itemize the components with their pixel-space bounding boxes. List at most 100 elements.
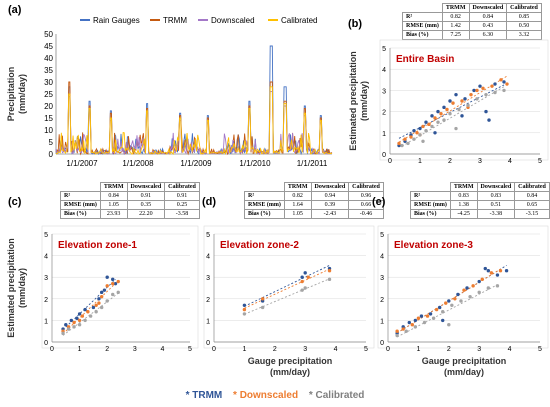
- y-tick-label: 4: [206, 254, 210, 261]
- point-downscaled: [260, 297, 265, 301]
- point-downscaled: [416, 316, 421, 320]
- point-downscaled: [80, 314, 85, 318]
- point-calibrated: [72, 325, 76, 329]
- y-tick-label: 3: [382, 88, 386, 95]
- legend-label: Calibrated: [281, 16, 317, 25]
- x-tick-label: 4: [334, 346, 338, 353]
- point-calibrated: [83, 318, 87, 323]
- point-trmm: [242, 303, 247, 307]
- stats-col-header: Calibrated: [164, 182, 200, 192]
- point-downscaled: [471, 284, 475, 288]
- trendline-calibrated: [244, 278, 330, 315]
- point-downscaled: [445, 107, 449, 112]
- y-axis-label-line: Estimated precipitation: [348, 51, 358, 151]
- point-calibrated: [88, 314, 93, 318]
- point-trmm: [442, 105, 446, 110]
- trendline-calibrated: [62, 292, 119, 336]
- point-calibrated: [105, 299, 109, 303]
- stats-cell: 0.84: [514, 191, 550, 201]
- stats-row: RMSE (mm) 1.64 0.39 0.66: [244, 200, 384, 210]
- point-trmm: [502, 80, 506, 84]
- x-tick-label: 1/1/2007: [66, 159, 98, 168]
- stats-col-header: TRMM: [441, 3, 470, 13]
- y-tick-label: 2: [206, 297, 210, 304]
- point-downscaled: [306, 275, 310, 279]
- point-downscaled: [451, 101, 455, 105]
- point-downscaled: [72, 320, 76, 325]
- point-downscaled: [490, 84, 494, 88]
- x-tick-label: 4: [160, 346, 164, 353]
- point-calibrated: [430, 124, 434, 129]
- stats-cell: 0.35: [126, 200, 166, 210]
- point-downscaled: [410, 323, 415, 327]
- x-tick-label: 0: [386, 346, 390, 353]
- stats-row: R² 0.82 0.84 0.85: [402, 12, 542, 22]
- stats-row-label: R²: [60, 191, 101, 201]
- point-downscaled: [97, 301, 101, 305]
- point-trmm: [418, 126, 422, 131]
- point-trmm: [465, 286, 469, 290]
- point-downscaled: [116, 279, 120, 284]
- point-trmm: [433, 131, 437, 135]
- y-tick-label: 30: [44, 78, 53, 87]
- chart-d-scatter: 00 1 1 2 2 3 3 4 4 5 5 Elevation zone-2 Gauge precip…: [203, 225, 375, 377]
- stats-cell: 1.05: [283, 209, 312, 219]
- panel-label-e: (e): [372, 196, 386, 208]
- stats-cell: 0.83: [449, 191, 478, 201]
- point-calibrated: [395, 333, 399, 338]
- x-tick-label: 4: [508, 158, 512, 165]
- stats-cell: 0.51: [476, 200, 516, 210]
- point-calibrated: [459, 299, 463, 303]
- panel-label-d: (d): [202, 196, 217, 208]
- legend-trmm: * TRMM: [185, 390, 223, 401]
- point-trmm: [64, 323, 68, 327]
- stats-cell: -3.15: [514, 209, 550, 219]
- x-axis-label: (mm/day): [444, 367, 484, 377]
- point-trmm: [413, 318, 418, 323]
- point-downscaled: [499, 78, 503, 82]
- point-calibrated: [486, 286, 491, 290]
- stats-cell: -4.25: [449, 209, 478, 219]
- y-tick-label: 2: [44, 297, 48, 304]
- stats-row: R² 0.83 0.83 0.84: [410, 191, 550, 201]
- series-line-rain-gauges: [55, 45, 333, 156]
- point-downscaled: [397, 141, 401, 146]
- stats-row: RMSE (mm) 1.05 0.35 0.25: [60, 200, 200, 210]
- legend-label: TRMM: [163, 16, 187, 25]
- point-trmm: [463, 97, 467, 101]
- point-calibrated: [454, 126, 458, 131]
- point-downscaled: [498, 269, 503, 273]
- y-tick-label: 4: [380, 254, 384, 261]
- stats-cell: 0.39: [310, 200, 350, 210]
- point-trmm: [478, 84, 482, 88]
- point-downscaled: [327, 269, 332, 273]
- point-calibrated: [66, 327, 71, 331]
- point-trmm: [437, 305, 442, 310]
- series-line-trmm: [55, 81, 333, 156]
- x-tick-label: 0: [212, 346, 216, 353]
- point-trmm: [111, 277, 115, 282]
- x-axis-label: (mm/day): [270, 367, 310, 377]
- stats-col-header: Calibrated: [506, 3, 542, 13]
- stats-col-header: TRMM: [449, 182, 478, 192]
- stats-col-header: Downscaled: [126, 182, 166, 192]
- y-tick-label: 10: [44, 126, 53, 135]
- trendline-calibrated: [396, 284, 498, 338]
- point-calibrated: [412, 137, 416, 141]
- x-axis-label: Gauge precipitation: [248, 356, 333, 366]
- point-downscaled: [409, 135, 413, 139]
- legend-calibrated: * Calibrated: [308, 390, 365, 401]
- point-calibrated: [502, 88, 506, 93]
- stats-row-label: RMSE (mm): [410, 200, 451, 210]
- y-tick-label: 5: [49, 138, 54, 147]
- x-tick-label: 2: [448, 158, 452, 165]
- y-tick-label: 3: [206, 275, 210, 282]
- stats-row: RMSE (mm) 1.38 0.51 0.65: [410, 200, 550, 210]
- point-calibrated: [94, 310, 98, 314]
- plot-frame: [377, 225, 549, 349]
- y-tick-label: 45: [44, 42, 53, 51]
- stats-row-label: RMSE (mm): [244, 200, 285, 210]
- point-trmm: [105, 275, 109, 279]
- x-tick-label: 2: [447, 346, 451, 353]
- point-trmm: [91, 305, 96, 310]
